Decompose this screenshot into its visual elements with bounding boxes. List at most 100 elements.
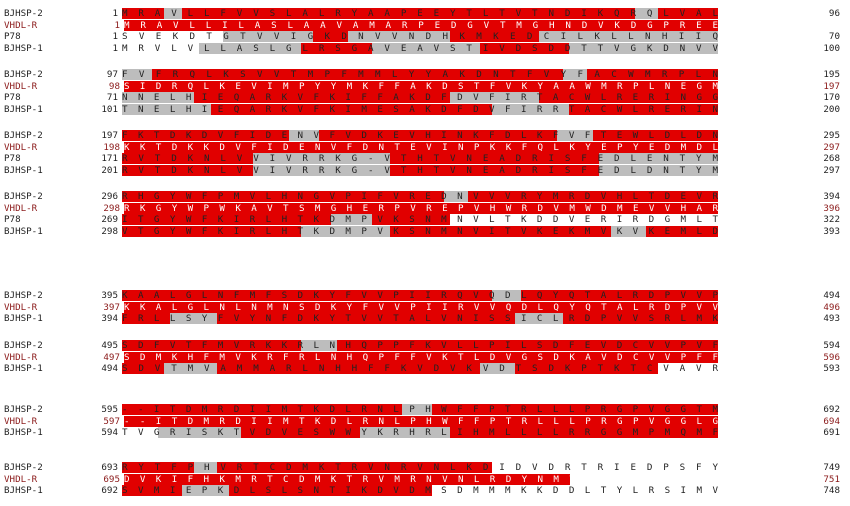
alignment-row: P78 269 I T G Y W F K I R L H T K D M P V … [0,214,850,225]
sequence-residues: M R V L V L L A S L G L R S G A V E A V … [122,42,718,54]
sequence-name: BJHSP-2 [4,69,43,80]
alignment-row: VHDL-R 98 S I D R Q L K E V I M P Y Y M K … [0,80,850,92]
alignment-row: VHDL-R 695 D V K I F H K M R T C D M K T R… [0,473,850,485]
residue-text: F R L L S Y F V Y N F D K Y T V V T A L … [122,313,718,324]
residue-text: R V T D K N L V V I V R R K G - V T H T … [122,153,718,164]
residue-text: R H G Y W F P M V L H N G V P I F V R E … [122,191,718,202]
identity-band [122,225,301,237]
end-position: 692 [823,404,840,415]
identity-band [646,225,718,237]
end-position: 70 [828,31,840,42]
end-position: 297 [823,141,840,153]
alignment-row: BJHSP-2 595 - - I T D M R D I I M T K D L … [0,404,850,415]
start-position: 1 [112,8,118,19]
end-position: 596 [823,351,840,363]
identity-band [390,225,611,237]
end-position: 393 [823,225,840,237]
identity-band [563,313,718,324]
similarity-band [163,8,182,19]
residue-text: S D M K H F M V K R F R L N H Q P F F V … [124,351,718,363]
similarity-band [372,42,480,54]
end-position: 297 [823,164,840,176]
sequence-residues: - - I T D M R D I I M T K D L R N L P H … [122,404,718,415]
identity-band [122,313,170,324]
similarity-band [479,363,516,374]
start-position: 693 [101,462,118,473]
residue-text: T N E L H I E Q A R K V F K I M E S A K … [122,103,718,115]
alignment-row: BJHSP-2 1 M R A V L L F V V S L A L R Y A … [0,8,850,19]
identity-band [515,363,659,374]
similarity-band [563,69,587,80]
identity-band [390,153,599,164]
alignment-row: BJHSP-2 495 S D F V T F M V R K K R L N H … [0,340,850,351]
end-position: 100 [823,42,840,54]
start-position: 101 [101,103,118,115]
sequence-name: P78 [4,92,21,103]
identity-band [449,427,718,438]
end-position: 493 [823,313,840,324]
sequence-name: BJHSP-2 [4,290,43,301]
end-position: 694 [823,415,840,427]
identity-band [151,69,564,80]
start-position: 197 [101,130,118,141]
similarity-band [300,225,391,237]
sequence-name: BJHSP-2 [4,462,43,473]
identity-band [122,214,331,225]
sequence-name: VHDL-R [4,473,38,485]
identity-band [336,340,718,351]
alignment-row: BJHSP-1 494 S D V T M V A M M A R L N H H … [0,363,850,374]
similarity-band [515,313,564,324]
sequence-residues: - - I T D M R D I I M T K D L R N L P H … [124,415,718,427]
end-position: 749 [823,462,840,473]
similarity-band [557,130,593,141]
sequence-residues: K K T D K K D V F I D E N V F D N T E V … [124,141,718,153]
end-position: 594 [823,340,840,351]
residue-text: M R A V L L I L A S L A A V A M A R P E … [124,19,718,31]
sequence-name: BJHSP-2 [4,340,43,351]
similarity-band [122,103,212,115]
residue-text: T V G R I S K T V D V E S W W Y K R H R … [122,427,718,438]
start-position: 171 [101,153,118,164]
sequence-residues: R V T D K N L V V I V R R K G - V T H T … [122,164,718,176]
sequence-name: BJHSP-2 [4,130,43,141]
alignment-row: VHDL-R 298 R K G Y W P W K A V T S M G H E… [0,202,850,214]
residue-text: R V T D K N L V V I V R R K G - V T H T … [122,164,718,176]
residue-text: K K T D K K D V F I D E N V F D N T E V … [124,141,718,153]
start-position: 298 [103,202,120,214]
identity-band [122,404,403,415]
residue-text: K K A L G L N L N M N S D K Y F V V P I … [124,301,718,313]
end-position: 496 [823,301,840,313]
alignment-row: BJHSP-1 298 V T G Y W F K I R L H T K D M … [0,225,850,237]
sequence-residues: S D M K H F M V K R F R L N H Q P F F V … [124,351,718,363]
identity-band [467,191,718,202]
sequence-name: BJHSP-1 [4,363,43,374]
identity-band [658,8,718,19]
end-position: 394 [823,191,840,202]
similarity-band [122,69,152,80]
start-position: 71 [106,92,118,103]
start-position: 395 [101,290,118,301]
alignment-row: BJHSP-1 394 F R L L S Y F V Y N F D K Y T … [0,313,850,324]
similarity-band [598,153,718,164]
residue-text: M R V L V L L A S L G L R S G A V E A V … [122,42,718,54]
residue-text: F K T D K D V F I D E N V F V D K E V H … [122,130,718,141]
sequence-residues: S V M I E P K D L S L S N T I K D V D M … [122,485,718,496]
alignment-row: VHDL-R 1 M R A V L L I L A S L A A V A M A… [0,19,850,31]
sequence-residues: T V G R I S K T V D V E S W W Y K R H R … [122,427,718,438]
similarity-band [157,427,242,438]
end-position: 748 [823,485,840,496]
start-position: 1 [112,31,118,42]
sequence-residues: N N E L H I E Q A R K V F K I F F A K D … [122,92,718,103]
alignment-row: BJHSP-2 197 F K T D K D V F I D E N V F V … [0,130,850,141]
sequence-residues: S I D R Q L K E V I M P Y Y M K F F A K … [124,80,718,92]
similarity-band [193,462,218,473]
identity-band [592,130,718,141]
identity-band [449,31,540,42]
start-position: 394 [101,313,118,324]
similarity-band [449,92,540,103]
sequence-residues: T N E L H I E Q A R K V F K I M E S A K … [122,103,718,115]
end-position: 322 [823,214,840,225]
alignment-row: P78 71 N N E L H I E Q A R K V F K I F F A… [0,92,850,103]
alignment-row: VHDL-R 198 K K T D K K D V F I D E N V F D… [0,141,850,153]
